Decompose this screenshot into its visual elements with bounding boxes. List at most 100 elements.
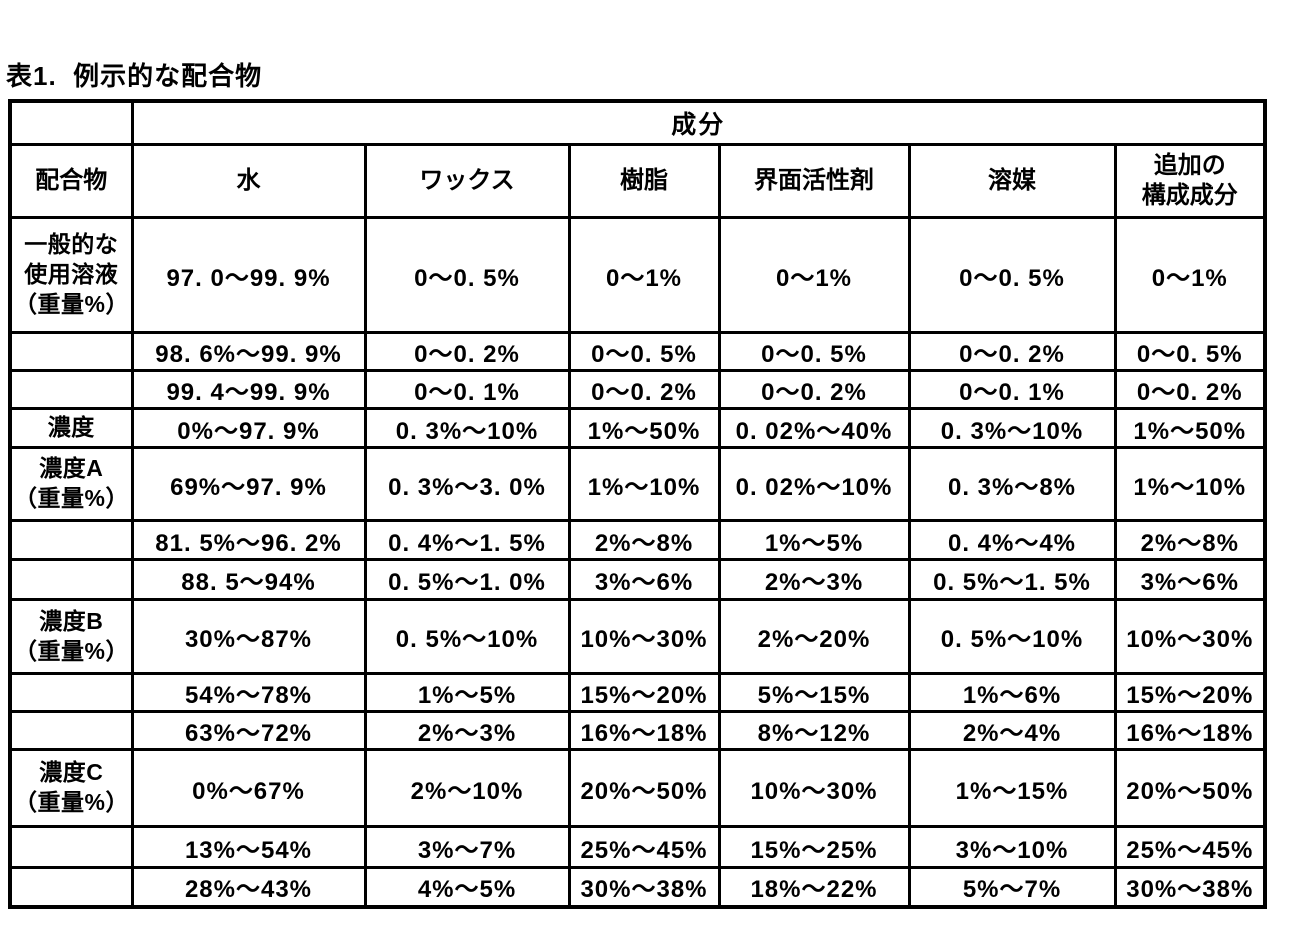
row-label	[8, 866, 134, 908]
row-label	[8, 519, 134, 561]
table-row: 濃度C （重量%） 0%～67% 2%～10% 20%～50% 10%～30% 1%～15…	[8, 748, 1267, 828]
table-cell: 16%～18%	[1113, 710, 1267, 751]
table-cell: 20%～50%	[1113, 748, 1267, 828]
table-cell: 0. 5%～1. 5%	[907, 558, 1117, 601]
table-cell: 0. 5%～10%	[907, 598, 1117, 675]
table-title: 表1. 例示的な配合物	[6, 61, 263, 91]
table-cell: 99. 4～99. 9%	[130, 369, 367, 410]
table-cell: 2%～10%	[363, 748, 571, 828]
table-cell: 0～0. 5%	[363, 216, 571, 334]
table-cell: 0～0. 2%	[1113, 369, 1267, 410]
table-cell: 0. 4%～1. 5%	[363, 519, 571, 561]
table-cell: 3%～10%	[907, 825, 1117, 869]
table-cell: 15%～20%	[1113, 672, 1267, 713]
table-cell: 0～0. 2%	[717, 369, 911, 410]
table-row: 濃度A （重量%） 69%～97. 9% 0. 3%～3. 0% 1%～10% 0. 0…	[8, 446, 1267, 522]
table-cell: 20%～50%	[567, 748, 721, 828]
table-cell: 18%～22%	[717, 866, 911, 908]
table-cell: 25%～45%	[1113, 825, 1267, 869]
table-cell: 0～0. 5%	[717, 331, 911, 372]
table-row: 98. 6%～99. 9% 0～0. 2% 0～0. 5% 0～0. 5% 0～0. 2…	[8, 331, 1267, 372]
table-cell: 0. 5%～1. 0%	[363, 558, 571, 601]
table-cell: 25%～45%	[567, 825, 721, 869]
table-cell: 0%～67%	[130, 748, 367, 828]
table-cell: 15%～20%	[567, 672, 721, 713]
table-header: 成分 配合物 水 ワックス 樹脂 界面活性剤 溶媒 追加の 構成成分	[8, 99, 1267, 219]
table-row: 88. 5～94% 0. 5%～1. 0% 3%～6% 2%～3% 0. 5%～1. 5…	[8, 558, 1267, 601]
table-cell: 2%～8%	[1113, 519, 1267, 561]
table-cell: 5%～7%	[907, 866, 1117, 908]
table-cell: 0～1%	[717, 216, 911, 334]
table-cell: 0. 5%～10%	[363, 598, 571, 675]
table-cell: 0～1%	[1113, 216, 1267, 334]
table-cell: 69%～97. 9%	[130, 446, 367, 522]
table-cell: 0. 3%～10%	[363, 407, 571, 449]
table-cell: 0～0. 5%	[907, 216, 1117, 334]
table-cell: 0～0. 2%	[907, 331, 1117, 372]
table-cell: 2%～3%	[717, 558, 911, 601]
row-label	[8, 331, 134, 372]
table-row: 13%～54% 3%～7% 25%～45% 15%～25% 3%～10% 25%～45%	[8, 825, 1267, 869]
table-cell: 1%～5%	[363, 672, 571, 713]
table-cell: 4%～5%	[363, 866, 571, 908]
table-row: 濃度B （重量%） 30%～87% 0. 5%～10% 10%～30% 2%～20% 0.…	[8, 598, 1267, 675]
table-row: 81. 5%～96. 2% 0. 4%～1. 5% 2%～8% 1%～5% 0. 4%～…	[8, 519, 1267, 561]
table-cell: 2%～4%	[907, 710, 1117, 751]
table-cell: 0%～97. 9%	[130, 407, 367, 449]
table-cell: 0～0. 2%	[363, 331, 571, 372]
table-cell: 3%～6%	[567, 558, 721, 601]
table-cell: 10%～30%	[1113, 598, 1267, 675]
table-row: 一般的な 使用溶液 （重量%） 97. 0～99. 9% 0～0. 5% 0～1% 0～…	[8, 216, 1267, 334]
table-cell: 0. 02%～10%	[717, 446, 911, 522]
table-cell: 30%～38%	[1113, 866, 1267, 908]
table-row: 54%～78% 1%～5% 15%～20% 5%～15% 1%～6% 15%～20%	[8, 672, 1267, 713]
table-cell: 0. 4%～4%	[907, 519, 1117, 561]
table-cell: 0. 3%～10%	[907, 407, 1117, 449]
row-label	[8, 710, 134, 751]
table-cell: 2%～20%	[717, 598, 911, 675]
table-cell: 1%～50%	[567, 407, 721, 449]
table-cell: 28%～43%	[130, 866, 367, 908]
table-cell: 1%～10%	[1113, 446, 1267, 522]
row-label: 濃度B （重量%）	[8, 598, 134, 675]
group-header-row: 成分	[8, 99, 1267, 146]
row-label	[8, 825, 134, 869]
row-label: 濃度A （重量%）	[8, 446, 134, 522]
table-cell: 98. 6%～99. 9%	[130, 331, 367, 372]
table-cell: 88. 5～94%	[130, 558, 367, 601]
table-cell: 16%～18%	[567, 710, 721, 751]
table-cell: 0. 3%～3. 0%	[363, 446, 571, 522]
table-cell: 30%～38%	[567, 866, 721, 908]
column-header-resin: 樹脂	[567, 143, 721, 219]
table-cell: 10%～30%	[567, 598, 721, 675]
table-cell: 1%～6%	[907, 672, 1117, 713]
column-header-row: 配合物 水 ワックス 樹脂 界面活性剤 溶媒 追加の 構成成分	[8, 143, 1267, 219]
row-label: 濃度C （重量%）	[8, 748, 134, 828]
table-cell: 0～0. 1%	[907, 369, 1117, 410]
table-cell: 63%～72%	[130, 710, 367, 751]
row-label	[8, 558, 134, 601]
table-cell: 2%～8%	[567, 519, 721, 561]
table-row: 濃度 0%～97. 9% 0. 3%～10% 1%～50% 0. 02%～40% 0. 3…	[8, 407, 1267, 449]
table-cell: 54%～78%	[130, 672, 367, 713]
table-cell: 0. 02%～40%	[717, 407, 911, 449]
table-cell: 2%～3%	[363, 710, 571, 751]
formulation-table: 成分 配合物 水 ワックス 樹脂 界面活性剤 溶媒 追加の 構成成分 一般的な …	[8, 99, 1268, 909]
column-header-water: 水	[130, 143, 367, 219]
table-row: 63%～72% 2%～3% 16%～18% 8%～12% 2%～4% 16%～18%	[8, 710, 1267, 751]
table-cell: 30%～87%	[130, 598, 367, 675]
table-body: 一般的な 使用溶液 （重量%） 97. 0～99. 9% 0～0. 5% 0～1% 0～…	[8, 216, 1267, 908]
table-cell: 3%～6%	[1113, 558, 1267, 601]
row-label: 一般的な 使用溶液 （重量%）	[8, 216, 134, 334]
column-header-solvent: 溶媒	[907, 143, 1117, 219]
table-cell: 15%～25%	[717, 825, 911, 869]
row-label	[8, 369, 134, 410]
table-cell: 1%～50%	[1113, 407, 1267, 449]
table-row: 28%～43% 4%～5% 30%～38% 18%～22% 5%～7% 30%～38%	[8, 866, 1267, 908]
table-cell: 10%～30%	[717, 748, 911, 828]
column-header-additional: 追加の 構成成分	[1113, 143, 1267, 219]
table-cell: 13%～54%	[130, 825, 367, 869]
components-group-header: 成分	[130, 99, 1267, 146]
table-cell: 3%～7%	[363, 825, 571, 869]
